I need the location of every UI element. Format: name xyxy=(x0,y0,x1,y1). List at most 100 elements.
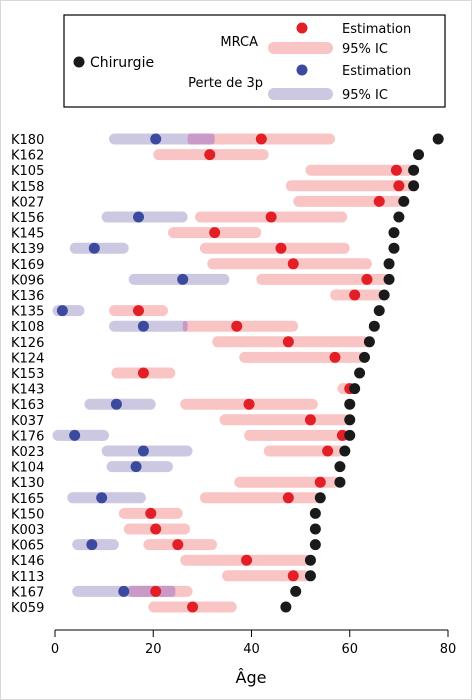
x-axis: 0 20 40 60 80 Âge xyxy=(51,629,456,687)
legend-box xyxy=(63,14,446,108)
legend-loss-title: Perte de 3p xyxy=(188,76,263,91)
row-label-k169: K169 xyxy=(11,258,44,273)
ci-overlap-k180 xyxy=(187,133,215,145)
row-label-k176: K176 xyxy=(11,429,44,444)
mrca-estimate-dot-k065 xyxy=(172,539,184,551)
mrca-estimate-dot-k158 xyxy=(393,180,405,192)
row-k167 xyxy=(72,585,302,597)
mrca-estimate-dot-k156 xyxy=(265,211,277,223)
mrca-ci-bar-k027 xyxy=(293,195,404,207)
x-tick-label-20: 20 xyxy=(145,642,162,657)
row-k139 xyxy=(69,242,400,254)
legend: Chirurgie MRCA Estimation 95% IC Perte d… xyxy=(63,14,446,108)
chirurgie-dot-k023 xyxy=(339,445,351,457)
mrca-estimate-dot-k145 xyxy=(209,227,221,239)
mrca-estimate-dot-k037 xyxy=(304,414,316,426)
legend-loss-ci-swatch xyxy=(268,88,333,100)
row-label-k136: K136 xyxy=(11,289,44,304)
row-k027 xyxy=(293,195,410,207)
legend-chirurgie-label: Chirurgie xyxy=(90,55,154,71)
mrca-estimate-dot-k059 xyxy=(187,601,199,613)
plot-area xyxy=(52,133,444,613)
x-ticks: 0 20 40 60 80 xyxy=(51,630,456,657)
loss-estimate-dot-k139 xyxy=(88,242,100,254)
mrca-estimate-dot-k023 xyxy=(322,445,334,457)
row-label-k130: K130 xyxy=(11,476,44,491)
mrca-estimate-dot-k169 xyxy=(287,258,299,270)
row-label-k163: K163 xyxy=(11,398,44,413)
mrca-ci-bar-k113 xyxy=(222,570,311,582)
chirurgie-dot-k158 xyxy=(408,180,420,192)
chirurgie-dot-k096 xyxy=(383,273,395,285)
chirurgie-dot-k176 xyxy=(344,429,356,441)
loss-ci-bar-k176 xyxy=(52,429,110,441)
mrca-estimate-dot-k027 xyxy=(373,195,385,207)
row-label-k027: K027 xyxy=(11,195,44,210)
row-k065 xyxy=(72,539,321,551)
row-k096 xyxy=(128,273,395,285)
chirurgie-dot-k143 xyxy=(349,383,361,395)
mrca-ci-bar-k176 xyxy=(244,429,350,441)
chirurgie-dot-k145 xyxy=(388,227,400,239)
chirurgie-dot-k165 xyxy=(314,492,326,504)
chirurgie-dot-k130 xyxy=(334,476,346,488)
row-k108 xyxy=(109,320,380,332)
row-label-k037: K037 xyxy=(11,414,44,429)
chirurgie-dot-k162 xyxy=(413,149,425,161)
loss-estimate-dot-k165 xyxy=(96,492,108,504)
legend-mrca-ci-label: 95% IC xyxy=(342,42,388,57)
mrca-estimate-dot-k105 xyxy=(390,164,402,176)
mrca-estimate-dot-k139 xyxy=(275,242,287,254)
chirurgie-dot-k163 xyxy=(344,398,356,410)
row-k130 xyxy=(234,476,346,488)
row-k146 xyxy=(180,554,316,566)
legend-mrca-estimate-label: Estimation xyxy=(342,22,411,37)
row-k037 xyxy=(219,414,356,426)
legend-loss-ci-label: 95% IC xyxy=(342,88,388,103)
chirurgie-dot-k136 xyxy=(378,289,390,301)
chirurgie-dot-k027 xyxy=(398,195,410,207)
mrca-estimate-dot-k153 xyxy=(137,367,149,379)
x-tick-label-80: 80 xyxy=(440,642,457,657)
mrca-estimate-dot-k096 xyxy=(361,273,373,285)
row-k153 xyxy=(111,367,366,379)
chirurgie-dot-k108 xyxy=(368,320,380,332)
row-label-k003: K003 xyxy=(11,523,44,538)
loss-estimate-dot-k065 xyxy=(86,539,98,551)
row-label-k158: K158 xyxy=(11,180,44,195)
row-label-k135: K135 xyxy=(11,305,44,320)
legend-mrca-ci-swatch xyxy=(268,42,333,54)
mrca-estimate-dot-k135 xyxy=(133,305,145,317)
mrca-estimate-dot-k113 xyxy=(287,570,299,582)
row-label-k124: K124 xyxy=(11,351,44,366)
row-labels: K180K162K105K158K027K156K145K139K169K096… xyxy=(11,133,44,616)
chirurgie-dot-k113 xyxy=(304,570,316,582)
row-k145 xyxy=(167,227,400,239)
row-label-k167: K167 xyxy=(11,585,44,600)
chirurgie-dot-k135 xyxy=(373,305,385,317)
row-k003 xyxy=(123,523,321,535)
row-label-k059: K059 xyxy=(11,601,44,616)
mrca-ci-bar-k165 xyxy=(199,492,321,504)
mrca-ci-bar-k158 xyxy=(285,180,414,192)
x-axis-label: Âge xyxy=(236,668,267,687)
row-k156 xyxy=(101,211,405,223)
row-label-k108: K108 xyxy=(11,320,44,335)
mrca-estimate-dot-k165 xyxy=(282,492,294,504)
row-k126 xyxy=(212,336,375,348)
mrca-estimate-dot-k162 xyxy=(204,149,216,161)
row-label-k105: K105 xyxy=(11,164,44,179)
row-label-k162: K162 xyxy=(11,149,44,164)
loss-estimate-dot-k167 xyxy=(118,585,130,597)
loss-estimate-dot-k180 xyxy=(150,133,162,145)
row-label-k165: K165 xyxy=(11,492,44,507)
chirurgie-dot-k153 xyxy=(354,367,366,379)
chirurgie-dot-k126 xyxy=(363,336,375,348)
row-k105 xyxy=(305,164,420,176)
row-label-k065: K065 xyxy=(11,539,44,554)
chirurgie-dot-k059 xyxy=(280,601,292,613)
chirurgie-dot-k180 xyxy=(432,133,444,145)
legend-loss-estimate-dot xyxy=(296,64,308,76)
x-tick-label-40: 40 xyxy=(243,642,260,657)
